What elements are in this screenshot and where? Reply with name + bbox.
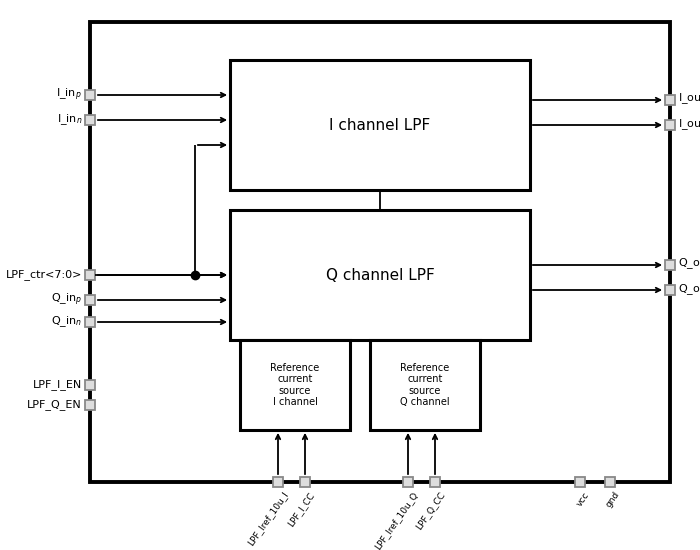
Bar bbox=[665, 260, 675, 270]
Bar bbox=[85, 295, 95, 305]
Text: Q_out$_n$: Q_out$_n$ bbox=[678, 283, 700, 298]
Bar bbox=[85, 400, 95, 410]
Bar bbox=[230, 210, 530, 340]
Text: I_out$_n$: I_out$_n$ bbox=[678, 118, 700, 133]
Bar bbox=[665, 285, 675, 295]
Bar bbox=[575, 477, 585, 487]
Text: Reference
current
source
I channel: Reference current source I channel bbox=[270, 362, 320, 408]
Text: Reference
current
source
Q channel: Reference current source Q channel bbox=[400, 362, 450, 408]
Text: LPF_I_EN: LPF_I_EN bbox=[33, 379, 82, 390]
Text: gnd: gnd bbox=[604, 490, 622, 509]
Bar bbox=[240, 340, 350, 430]
Text: Q_out$_p$: Q_out$_p$ bbox=[678, 257, 700, 273]
Bar bbox=[90, 22, 670, 482]
Text: LPF_ctr<7:0>: LPF_ctr<7:0> bbox=[6, 270, 82, 280]
Text: LPF_Q_CC: LPF_Q_CC bbox=[414, 490, 447, 531]
Bar bbox=[370, 340, 480, 430]
Bar bbox=[273, 477, 283, 487]
Text: Q channel LPF: Q channel LPF bbox=[326, 267, 435, 283]
Bar bbox=[85, 90, 95, 100]
Bar bbox=[605, 477, 615, 487]
Text: Q_in$_n$: Q_in$_n$ bbox=[51, 315, 82, 329]
Bar bbox=[430, 477, 440, 487]
Text: LPF_I_CC: LPF_I_CC bbox=[286, 490, 316, 527]
Text: Q_in$_p$: Q_in$_p$ bbox=[51, 292, 82, 308]
Bar bbox=[85, 317, 95, 327]
Text: vcc: vcc bbox=[575, 490, 592, 508]
Bar bbox=[85, 380, 95, 390]
Text: I_in$_p$: I_in$_p$ bbox=[56, 87, 82, 103]
Bar bbox=[300, 477, 310, 487]
Text: LPF_Q_EN: LPF_Q_EN bbox=[27, 399, 82, 410]
Text: I_out$_p$: I_out$_p$ bbox=[678, 92, 700, 108]
Bar bbox=[665, 95, 675, 105]
Bar bbox=[85, 115, 95, 125]
Text: LPF_Iref_10u_Q: LPF_Iref_10u_Q bbox=[373, 490, 419, 550]
Text: I_in$_n$: I_in$_n$ bbox=[57, 113, 82, 128]
Text: LPF_Iref_10u_I: LPF_Iref_10u_I bbox=[246, 490, 289, 547]
Bar bbox=[230, 60, 530, 190]
Bar bbox=[665, 120, 675, 130]
Bar bbox=[403, 477, 413, 487]
Bar bbox=[85, 270, 95, 280]
Text: I channel LPF: I channel LPF bbox=[330, 118, 430, 133]
